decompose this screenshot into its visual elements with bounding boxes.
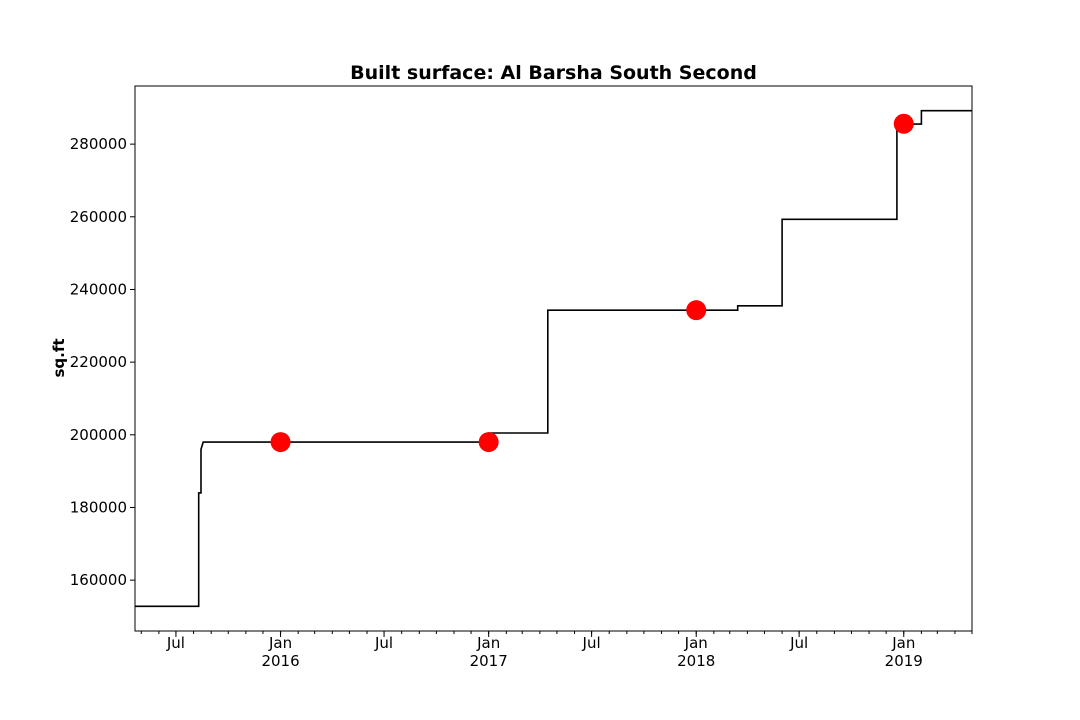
x-tick-label: Jul — [789, 634, 808, 652]
x-tick-label: Jan — [684, 634, 708, 652]
y-axis-ticks: 160000 180000 200000 220000 240000 260000 2800… — [70, 135, 135, 589]
red-marker-point — [893, 113, 914, 134]
red-marker-point — [478, 432, 499, 453]
chart-title: Built surface: Al Barsha South Second — [350, 62, 757, 84]
red-marker-point — [270, 432, 291, 453]
x-tick-year-label: 2018 — [677, 652, 715, 670]
y-tick-label: 220000 — [70, 353, 127, 371]
red-marker-point — [686, 300, 707, 321]
x-tick-label: Jan — [476, 634, 500, 652]
plot-frame — [134, 85, 973, 632]
y-tick-label: 160000 — [70, 571, 127, 589]
y-tick-label: 240000 — [70, 280, 127, 298]
step-line-series — [135, 109, 972, 608]
x-axis-minor-ticks — [140, 631, 973, 634]
series-layer — [135, 109, 972, 608]
x-tick-label: Jul — [374, 634, 393, 652]
y-axis-label: sq.ft — [50, 338, 68, 377]
y-tick-label: 200000 — [70, 426, 127, 444]
x-tick-label: Jan — [891, 634, 915, 652]
x-tick-year-label: 2017 — [470, 652, 508, 670]
x-tick-label: Jul — [166, 634, 185, 652]
x-tick-label: Jul — [582, 634, 601, 652]
x-tick-year-label: 2019 — [885, 652, 923, 670]
y-tick-label: 260000 — [70, 208, 127, 226]
x-tick-label: Jan — [268, 634, 292, 652]
y-tick-label: 180000 — [70, 498, 127, 516]
x-tick-year-label: 2016 — [261, 652, 299, 670]
y-tick-label: 280000 — [70, 135, 127, 153]
